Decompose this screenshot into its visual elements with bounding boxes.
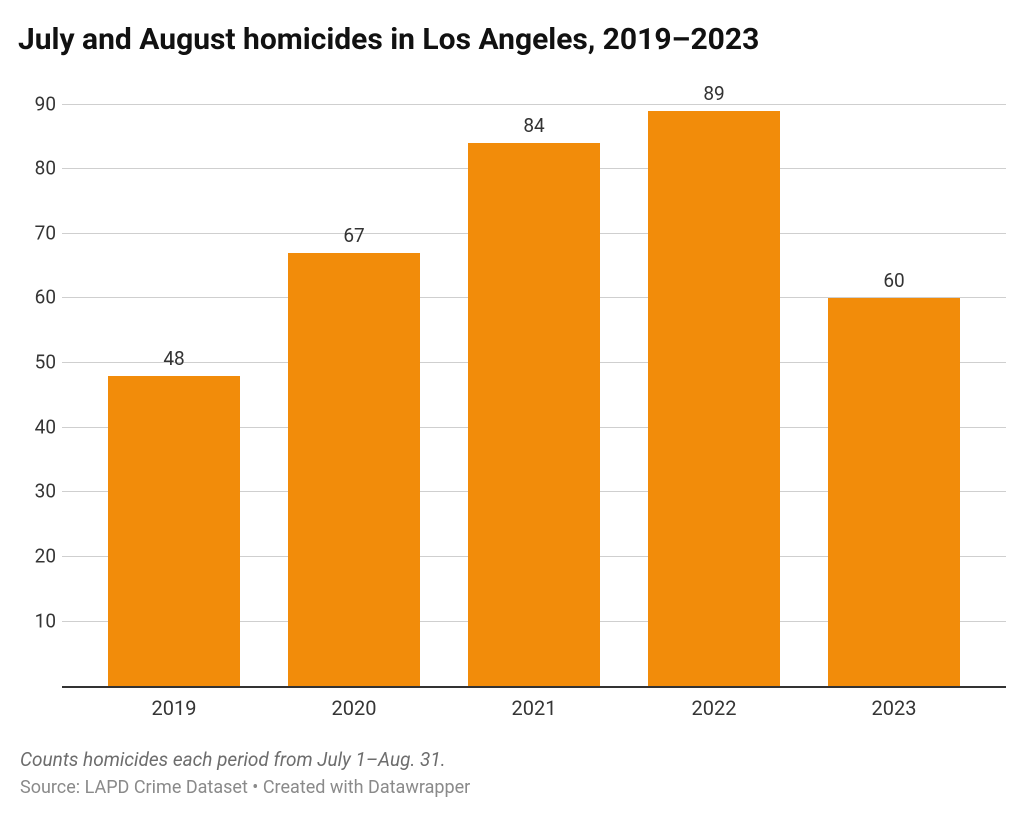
chart-footer: Counts homicides each period from July 1…	[18, 748, 1006, 798]
bar-2019: 48	[84, 347, 264, 686]
x-tick-label: 2023	[804, 688, 984, 732]
y-tick-label: 90	[18, 92, 56, 115]
y-tick-label: 80	[18, 157, 56, 180]
y-tick-label: 30	[18, 480, 56, 503]
bar-value-label: 84	[523, 114, 544, 137]
chart-source: Source: LAPD Crime Dataset • Created wit…	[20, 777, 1004, 798]
bar-value-label: 60	[883, 269, 904, 292]
bar-rect	[468, 143, 600, 686]
chart-box: 90 80 70 60 50 40 30 20 10 48	[18, 72, 1006, 732]
x-axis-labels: 2019 2020 2021 2022 2023	[62, 688, 1006, 732]
chart-container: July and August homicides in Los Angeles…	[0, 0, 1024, 798]
y-tick-label: 60	[18, 286, 56, 309]
bar-2023: 60	[804, 269, 984, 686]
x-tick-label: 2019	[84, 688, 264, 732]
bar-rect	[828, 298, 960, 686]
x-tick-label: 2022	[624, 688, 804, 732]
y-tick-label: 70	[18, 221, 56, 244]
bar-value-label: 67	[343, 224, 364, 247]
bar-value-label: 48	[163, 347, 184, 370]
bar-2020: 67	[264, 224, 444, 686]
bar-value-label: 89	[703, 82, 724, 105]
plot-area: 48 67 84 89 60	[62, 72, 1006, 688]
x-tick-label: 2020	[264, 688, 444, 732]
y-tick-label: 40	[18, 415, 56, 438]
chart-note: Counts homicides each period from July 1…	[20, 748, 1004, 771]
y-tick-label: 50	[18, 351, 56, 374]
y-tick-label: 10	[18, 609, 56, 632]
chart-title: July and August homicides in Los Angeles…	[18, 22, 1006, 58]
bars-group: 48 67 84 89 60	[62, 72, 1006, 686]
bar-rect	[108, 376, 240, 686]
bar-rect	[648, 111, 780, 686]
bar-2021: 84	[444, 114, 624, 686]
x-tick-label: 2021	[444, 688, 624, 732]
y-tick-label: 20	[18, 545, 56, 568]
bar-2022: 89	[624, 82, 804, 686]
bar-rect	[288, 253, 420, 686]
